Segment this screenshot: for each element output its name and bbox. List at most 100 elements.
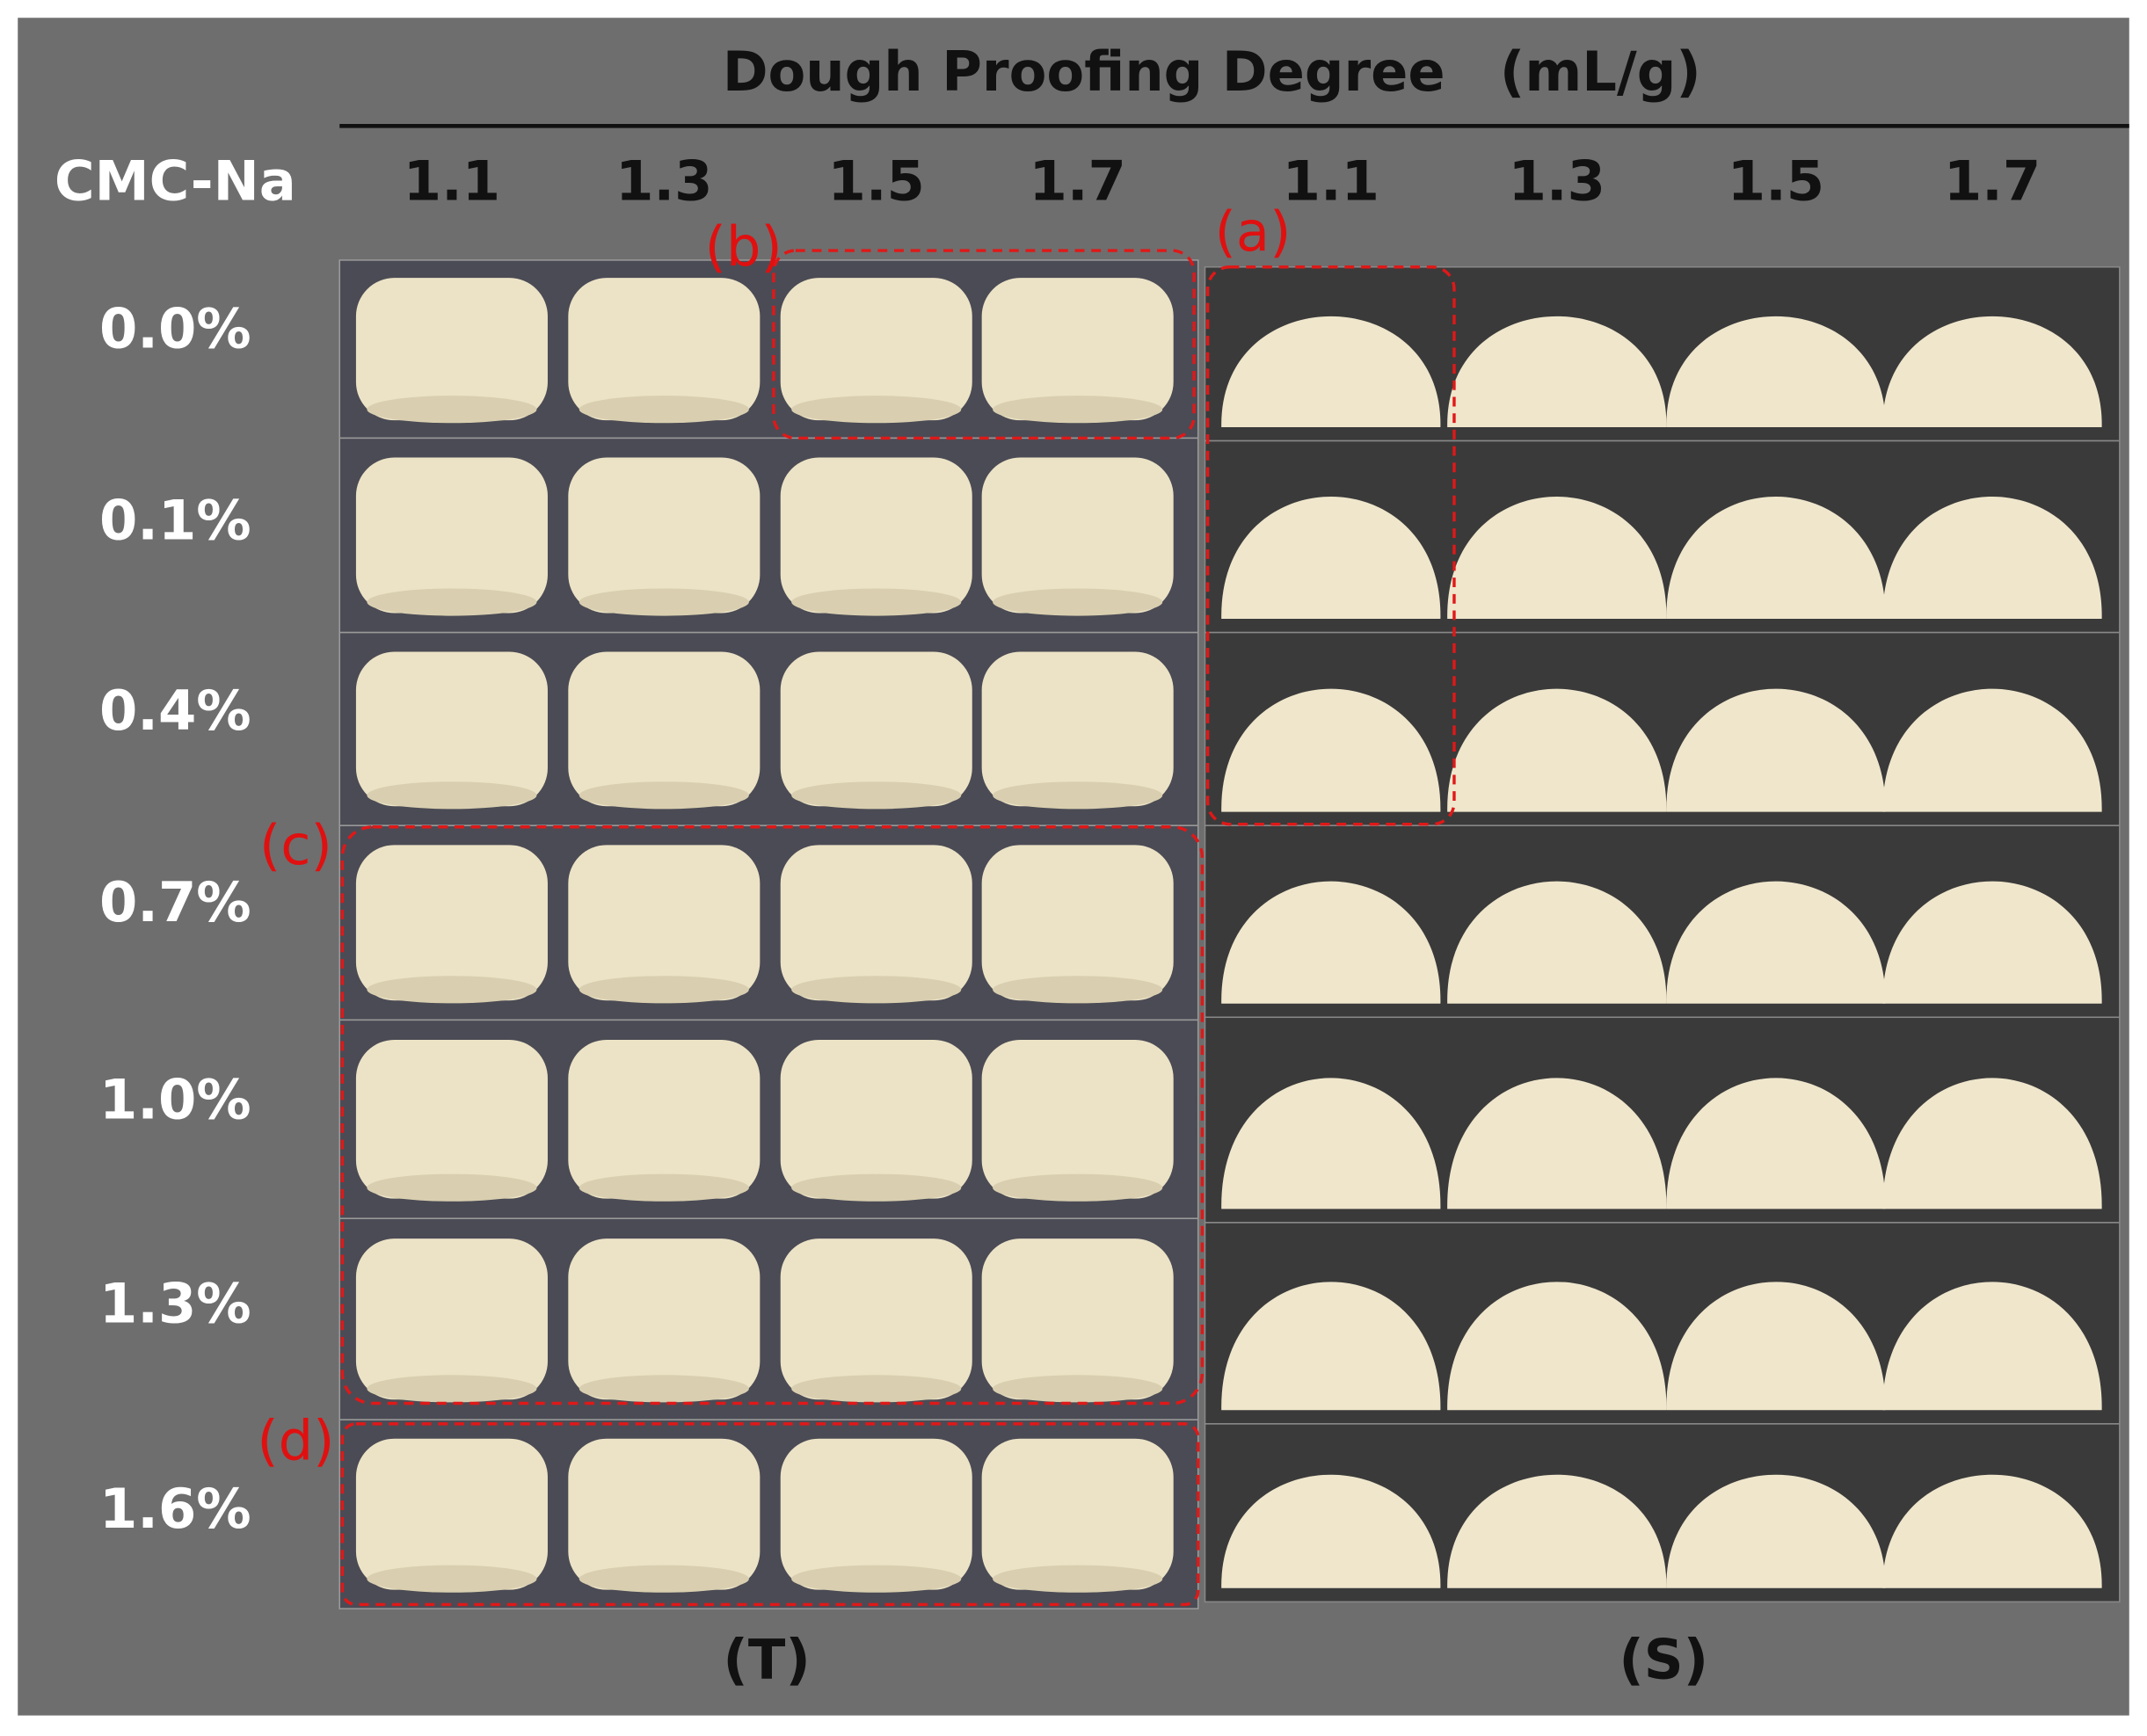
- row-label: 1.3%: [99, 1272, 251, 1336]
- bun-base: [791, 588, 962, 616]
- bun-base: [993, 1173, 1163, 1202]
- column-label: 1.7: [1944, 149, 2041, 213]
- bun-base: [993, 976, 1163, 1004]
- bun-half: [1882, 881, 2102, 1004]
- bun-half: [1221, 688, 1441, 812]
- annotation: (a): [1215, 200, 1292, 264]
- panel-label: (T): [723, 1628, 810, 1692]
- bun-base: [791, 1375, 962, 1403]
- bun-half: [1447, 881, 1667, 1004]
- bun-base: [579, 1375, 749, 1403]
- bun-top: [981, 1039, 1174, 1199]
- row-label: 1.6%: [99, 1477, 251, 1541]
- bun-half: [1447, 1474, 1667, 1588]
- bun-base: [993, 396, 1163, 424]
- bun-half: [1221, 497, 1441, 620]
- bun-half: [1447, 316, 1667, 427]
- bun-top: [355, 1039, 548, 1199]
- bun-top: [981, 457, 1174, 614]
- bun-base: [579, 1173, 749, 1202]
- bun-half: [1666, 688, 1886, 812]
- box-a: [1205, 265, 1456, 826]
- bun-top: [981, 1238, 1174, 1400]
- bun-top: [568, 457, 761, 614]
- row-label: 1.0%: [99, 1067, 251, 1131]
- bun-base: [791, 396, 962, 424]
- bun-half: [1221, 316, 1441, 427]
- column-label: 1.3: [1509, 149, 1605, 213]
- bun-top: [780, 1039, 972, 1199]
- bun-half: [1882, 1282, 2102, 1411]
- bun-base: [367, 396, 537, 424]
- bun-half: [1882, 1474, 2102, 1588]
- annotation: (b): [705, 214, 782, 279]
- bun-half: [1221, 1474, 1441, 1588]
- bun-top: [355, 457, 548, 614]
- row-label: 0.4%: [99, 679, 251, 743]
- bun-top: [981, 1438, 1174, 1590]
- bun-half: [1882, 1078, 2102, 1209]
- bun-top: [568, 1039, 761, 1199]
- bun-half: [1221, 1078, 1441, 1209]
- column-label: 1.5: [1728, 149, 1824, 213]
- bun-top: [355, 1438, 548, 1590]
- bun-top: [355, 651, 548, 807]
- bun-top: [780, 651, 972, 807]
- bun-top: [355, 845, 548, 1001]
- box-c: [340, 825, 1205, 1406]
- bun-half: [1882, 497, 2102, 620]
- bun-base: [993, 1375, 1163, 1403]
- bun-half: [1221, 1282, 1441, 1411]
- bun-half: [1221, 881, 1441, 1004]
- bun-base: [791, 1173, 962, 1202]
- bun-base: [367, 781, 537, 810]
- bun-top: [780, 1438, 972, 1590]
- bun-base: [579, 976, 749, 1004]
- title: Dough Proofing Degree (mL/g): [723, 40, 1701, 104]
- column-label: 1.1: [1283, 149, 1379, 213]
- bun-top: [981, 651, 1174, 807]
- bun-half: [1447, 1282, 1667, 1411]
- bun-top: [568, 1238, 761, 1400]
- annotation: (d): [257, 1408, 334, 1472]
- column-label: 1.7: [1030, 149, 1126, 213]
- bun-top: [355, 278, 548, 421]
- bun-base: [791, 781, 962, 810]
- bun-half: [1666, 881, 1886, 1004]
- bun-base: [791, 1565, 962, 1593]
- bun-base: [367, 1173, 537, 1202]
- bun-half: [1666, 497, 1886, 620]
- bun-base: [579, 781, 749, 810]
- bun-half: [1882, 688, 2102, 812]
- annotation: (c): [259, 813, 332, 877]
- bun-half: [1666, 1282, 1886, 1411]
- bun-base: [367, 1565, 537, 1593]
- bun-half: [1447, 1078, 1667, 1209]
- bun-base: [367, 976, 537, 1004]
- row-title: CMC-Na: [55, 149, 296, 213]
- bun-base: [367, 588, 537, 616]
- bun-half: [1666, 1474, 1886, 1588]
- bun-top: [568, 1438, 761, 1590]
- column-label: 1.5: [828, 149, 925, 213]
- bun-top: [780, 845, 972, 1001]
- bun-top: [780, 1238, 972, 1400]
- bun-base: [367, 1375, 537, 1403]
- bun-base: [993, 781, 1163, 810]
- row-label: 0.1%: [99, 489, 251, 553]
- bun-half: [1666, 316, 1886, 427]
- bun-half: [1447, 497, 1667, 620]
- column-label: 1.3: [615, 149, 712, 213]
- panel-label: (S): [1619, 1628, 1708, 1692]
- bun-base: [579, 396, 749, 424]
- photos: [338, 259, 2121, 1609]
- row-label: 0.7%: [99, 870, 251, 934]
- bun-half: [1882, 316, 2102, 427]
- bun-top: [568, 278, 761, 421]
- bun-base: [993, 1565, 1163, 1593]
- bun-half: [1447, 688, 1667, 812]
- bun-base: [993, 588, 1163, 616]
- box-b: [772, 249, 1196, 440]
